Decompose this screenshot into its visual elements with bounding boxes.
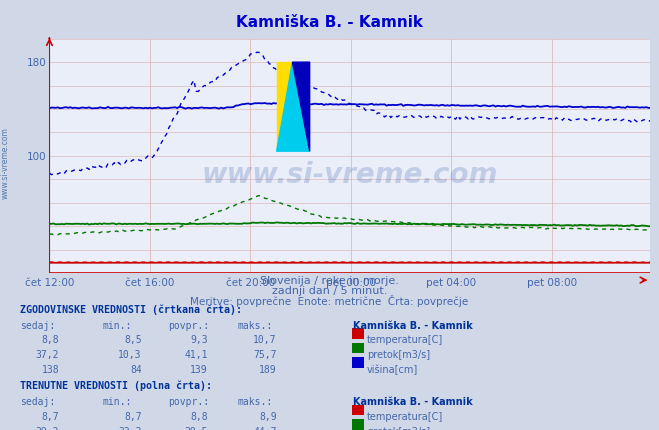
Polygon shape bbox=[277, 62, 310, 151]
Text: sedaj:: sedaj: bbox=[20, 321, 55, 331]
Text: min.:: min.: bbox=[102, 397, 132, 407]
Text: Kamniška B. - Kamnik: Kamniška B. - Kamnik bbox=[353, 397, 473, 407]
Text: povpr.:: povpr.: bbox=[168, 321, 209, 331]
Text: TRENUTNE VREDNOSTI (polna črta):: TRENUTNE VREDNOSTI (polna črta): bbox=[20, 381, 212, 391]
Text: Kamniška B. - Kamnik: Kamniška B. - Kamnik bbox=[353, 321, 473, 331]
Text: pretok[m3/s]: pretok[m3/s] bbox=[367, 350, 430, 360]
Text: višina[cm]: višina[cm] bbox=[367, 365, 418, 375]
Text: 9,3: 9,3 bbox=[190, 335, 208, 345]
Text: min.:: min.: bbox=[102, 321, 132, 331]
Text: 39,2: 39,2 bbox=[36, 427, 59, 430]
Text: 39,5: 39,5 bbox=[184, 427, 208, 430]
Polygon shape bbox=[277, 62, 293, 151]
Text: 33,3: 33,3 bbox=[118, 427, 142, 430]
Text: 8,8: 8,8 bbox=[42, 335, 59, 345]
Polygon shape bbox=[293, 62, 310, 151]
Text: 8,5: 8,5 bbox=[124, 335, 142, 345]
Text: ZGODOVINSKE VREDNOSTI (črtkana črta):: ZGODOVINSKE VREDNOSTI (črtkana črta): bbox=[20, 304, 242, 315]
Text: 139: 139 bbox=[190, 365, 208, 375]
Text: 138: 138 bbox=[42, 365, 59, 375]
Text: 8,7: 8,7 bbox=[124, 412, 142, 422]
Text: 37,2: 37,2 bbox=[36, 350, 59, 360]
Text: Kamniška B. - Kamnik: Kamniška B. - Kamnik bbox=[236, 15, 423, 30]
Text: maks.:: maks.: bbox=[237, 397, 272, 407]
Text: temperatura[C]: temperatura[C] bbox=[367, 412, 444, 422]
Text: 44,7: 44,7 bbox=[253, 427, 277, 430]
Text: 10,7: 10,7 bbox=[253, 335, 277, 345]
Text: Slovenija / reke in morje.: Slovenija / reke in morje. bbox=[260, 276, 399, 286]
Text: 41,1: 41,1 bbox=[184, 350, 208, 360]
Text: povpr.:: povpr.: bbox=[168, 397, 209, 407]
Text: 8,7: 8,7 bbox=[42, 412, 59, 422]
Text: maks.:: maks.: bbox=[237, 321, 272, 331]
Text: www.si-vreme.com: www.si-vreme.com bbox=[202, 161, 498, 189]
Text: www.si-vreme.com: www.si-vreme.com bbox=[1, 127, 10, 200]
Text: Meritve: povprečne  Enote: metrične  Črta: povprečje: Meritve: povprečne Enote: metrične Črta:… bbox=[190, 295, 469, 307]
Text: 10,3: 10,3 bbox=[118, 350, 142, 360]
Text: 8,8: 8,8 bbox=[190, 412, 208, 422]
Text: 189: 189 bbox=[259, 365, 277, 375]
Text: temperatura[C]: temperatura[C] bbox=[367, 335, 444, 345]
Text: sedaj:: sedaj: bbox=[20, 397, 55, 407]
Text: 8,9: 8,9 bbox=[259, 412, 277, 422]
Text: zadnji dan / 5 minut.: zadnji dan / 5 minut. bbox=[272, 286, 387, 295]
Text: 75,7: 75,7 bbox=[253, 350, 277, 360]
Text: pretok[m3/s]: pretok[m3/s] bbox=[367, 427, 430, 430]
Text: 84: 84 bbox=[130, 365, 142, 375]
